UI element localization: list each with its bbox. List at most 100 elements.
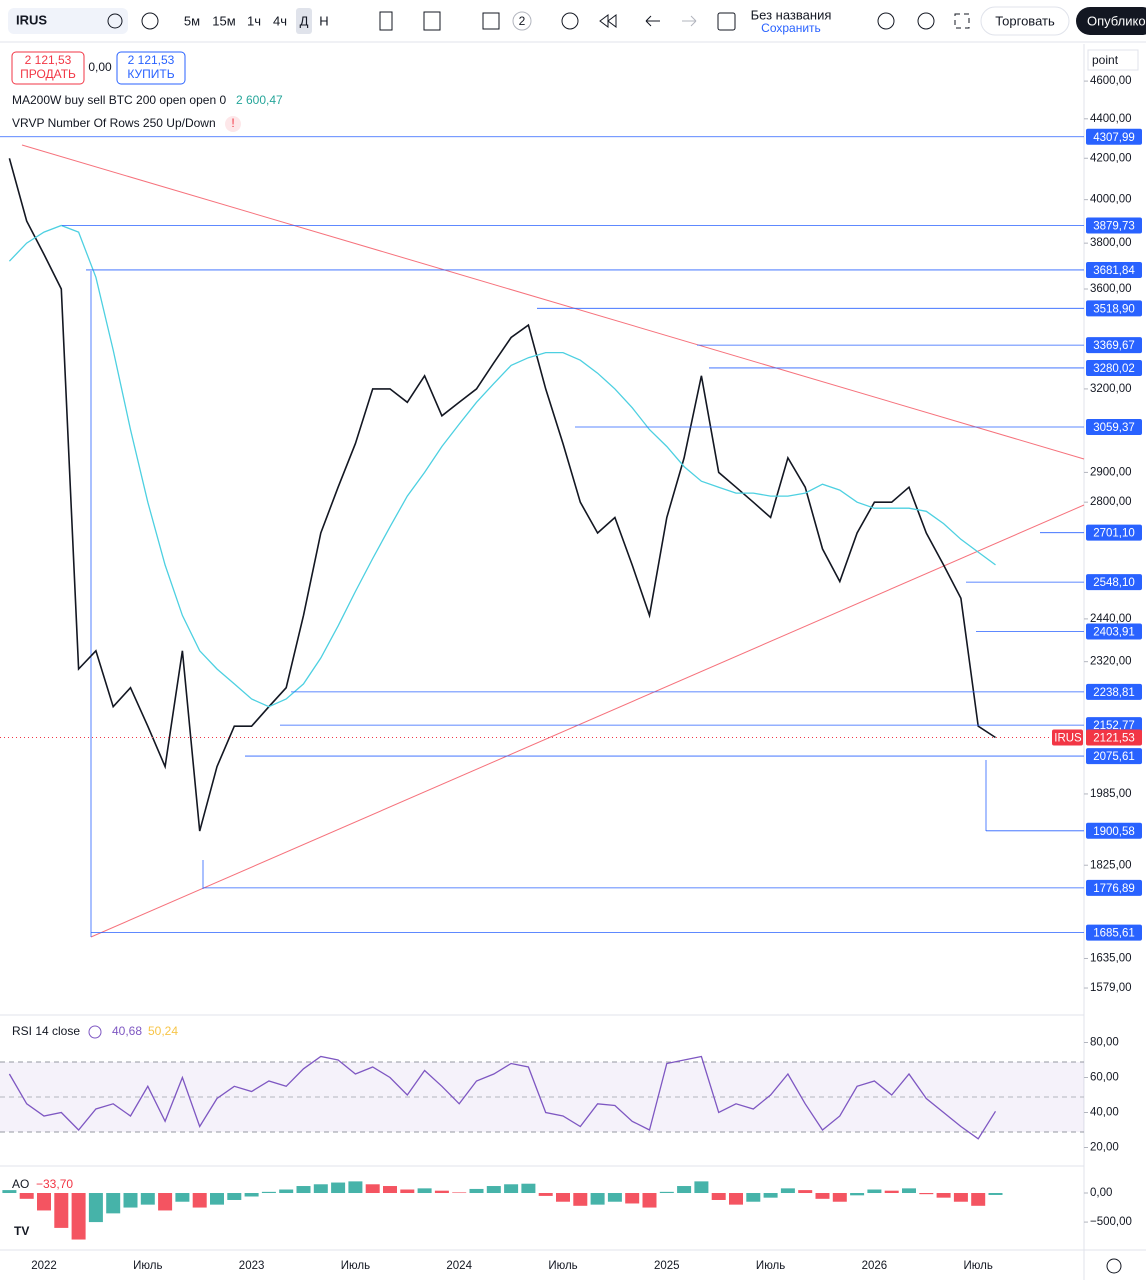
symbol[interactable]: IRUS	[16, 12, 47, 27]
alert-icon[interactable]	[561, 12, 579, 30]
ao-bar	[573, 1193, 588, 1206]
level-label-bg	[1086, 337, 1142, 354]
y-tick-label: 4600,00	[1090, 75, 1132, 87]
y-tick-label: 3200,00	[1090, 383, 1132, 395]
ao-bar	[677, 1186, 692, 1194]
toolbar	[0, 0, 1146, 42]
ao-bar	[936, 1193, 951, 1198]
level-label-bg	[1086, 717, 1142, 734]
symbol-search[interactable]	[8, 8, 128, 34]
layout-box-icon[interactable]	[717, 12, 736, 31]
level-label: 1900,58	[1093, 826, 1135, 838]
y-tick-label: 2440,00	[1090, 613, 1132, 625]
scale-mode-box[interactable]	[1087, 49, 1139, 71]
ma-value: 2 600,47	[236, 93, 283, 107]
replay-icon[interactable]	[599, 14, 617, 28]
interval[interactable]: 5м	[184, 13, 200, 28]
level-label: 3681,84	[1093, 265, 1135, 277]
interval[interactable]: 1ч	[247, 13, 261, 28]
level-label: 3518,90	[1093, 303, 1135, 315]
settings-icon[interactable]	[917, 12, 935, 30]
interval[interactable]: Н	[319, 13, 328, 28]
ao-bar	[158, 1193, 173, 1211]
ao-bar	[763, 1193, 778, 1198]
ao-bar	[2, 1190, 17, 1194]
x-tick-label: 2023	[239, 1260, 265, 1272]
level-label-bg	[1086, 822, 1142, 839]
publish-button[interactable]: Опублико	[1087, 13, 1146, 28]
x-tick-label: Июль	[756, 1260, 785, 1272]
layout-count[interactable]: 2	[519, 14, 526, 28]
ao-bar	[244, 1193, 259, 1197]
settings-icon[interactable]	[1106, 1258, 1122, 1274]
trade-button[interactable]: Торговать	[995, 13, 1055, 28]
trade-button-bg[interactable]	[980, 6, 1070, 36]
indicators-icon[interactable]	[423, 11, 441, 31]
ao-bar	[953, 1193, 968, 1202]
ao-bar	[71, 1193, 86, 1240]
x-tick-label: 2025	[654, 1260, 680, 1272]
ao-bar	[642, 1193, 657, 1208]
x-tick-label: Июль	[964, 1260, 993, 1272]
y-tick-label: 4200,00	[1090, 152, 1132, 164]
fullscreen-icon[interactable]	[954, 13, 970, 29]
level-label: 3280,02	[1093, 363, 1135, 375]
level-label-bg	[1086, 217, 1142, 234]
y-tick-label: 3800,00	[1090, 237, 1132, 249]
x-tick-label: Июль	[133, 1260, 162, 1272]
level-label-bg	[1086, 419, 1142, 436]
ao-bar	[452, 1192, 467, 1194]
ao-bar	[694, 1181, 709, 1194]
undo-icon[interactable]	[645, 15, 660, 27]
candle-type-icon[interactable]	[379, 11, 393, 31]
scale-mode[interactable]: point	[1092, 53, 1119, 67]
ao-bar	[729, 1193, 743, 1205]
logo[interactable]: TV	[14, 1224, 29, 1238]
ao-bar	[313, 1184, 328, 1194]
ao-bar	[486, 1186, 501, 1194]
search-icon[interactable]	[877, 12, 895, 30]
rsi-legend[interactable]: RSI 14 close	[12, 1024, 80, 1038]
last-price-label: 2121,53	[1093, 733, 1135, 745]
redo-icon[interactable]	[682, 15, 697, 27]
x-tick-label: 2024	[446, 1260, 472, 1272]
level-label: 1685,61	[1093, 928, 1135, 940]
interval[interactable]: Д	[300, 13, 309, 28]
ao-bar	[123, 1193, 138, 1208]
sell-price[interactable]: 2 121,53	[25, 53, 72, 67]
ao-legend[interactable]: AO	[12, 1177, 29, 1191]
buy-button[interactable]	[116, 51, 186, 85]
layout-icon[interactable]	[482, 12, 500, 30]
ao-bar	[261, 1191, 276, 1194]
buy-label[interactable]: КУПИТЬ	[127, 67, 174, 81]
ao-bar	[365, 1184, 380, 1194]
level-label: 1776,89	[1093, 883, 1135, 895]
vrvp-warning[interactable]	[225, 116, 241, 132]
active-interval-bg	[296, 8, 312, 34]
compare-icon[interactable]	[107, 13, 123, 29]
sell-button[interactable]	[11, 51, 85, 85]
trend-line	[21, 144, 1085, 460]
add-icon[interactable]	[141, 12, 159, 30]
level-label-bg	[1086, 359, 1142, 376]
ao-bar	[210, 1193, 224, 1205]
ao-bar	[988, 1193, 1003, 1195]
sell-label[interactable]: ПРОДАТЬ	[20, 67, 76, 81]
save-hint[interactable]: Сохранить	[761, 21, 821, 35]
publish-button-bg[interactable]	[1076, 7, 1146, 35]
y-tick-label: 60,00	[1090, 1072, 1119, 1084]
ao-bar	[659, 1191, 674, 1194]
layout-name[interactable]: Без названия	[751, 7, 832, 22]
interval[interactable]: 4ч	[273, 13, 287, 28]
vrvp-legend[interactable]: VRVP Number Of Rows 250 Up/Down	[12, 116, 216, 130]
ao-bar	[434, 1190, 449, 1194]
buy-price[interactable]: 2 121,53	[128, 53, 175, 67]
ao-bar	[175, 1193, 190, 1202]
interval[interactable]: 15м	[212, 13, 235, 28]
y-tick-label: 2320,00	[1090, 656, 1132, 668]
ao-bar	[867, 1189, 882, 1194]
rsi-value: 40,68	[112, 1024, 142, 1038]
level-label-bg	[1086, 300, 1142, 317]
ma-legend[interactable]: MA200W buy sell BTC 200 open open 0	[12, 93, 226, 107]
y-tick-label: 3600,00	[1090, 283, 1132, 295]
